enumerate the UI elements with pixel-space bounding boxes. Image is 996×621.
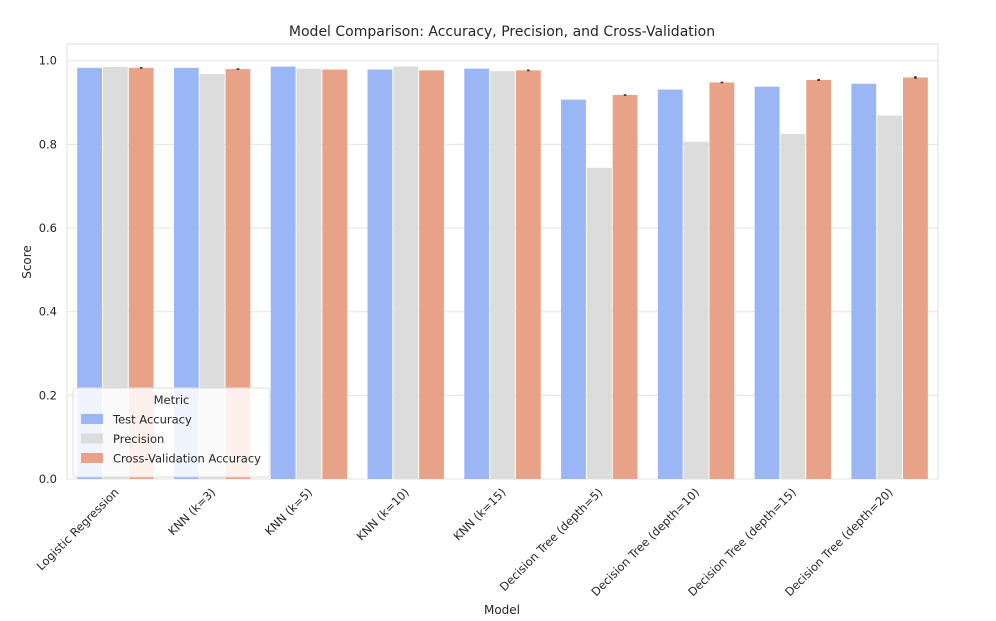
bar [877, 115, 903, 479]
bar [561, 99, 586, 479]
bar [754, 86, 780, 480]
x-axis-label: Model [484, 603, 520, 617]
y-axis-label: Score [20, 245, 34, 279]
x-tick-label: Decision Tree (depth=5) [497, 485, 606, 594]
bar [393, 66, 419, 479]
x-tick-label: Decision Tree (depth=15) [685, 485, 799, 599]
bar [490, 71, 515, 479]
bar [612, 95, 638, 480]
bar [806, 79, 832, 479]
x-tick-label: Logistic Regression [34, 485, 122, 573]
bar [903, 77, 928, 479]
x-tick-label: Decision Tree (depth=10) [588, 485, 702, 599]
bar [419, 70, 444, 480]
y-tick-label: 0.2 [39, 388, 57, 402]
bar [296, 68, 322, 479]
x-tick-labels: Logistic Regression KNN (k=3) KNN (k=5) KNN… [34, 485, 896, 599]
legend: Metric Test Accuracy Precision Cross-Valida… [72, 387, 271, 478]
legend-entry: Test Accuracy [112, 413, 192, 427]
bar [515, 70, 541, 480]
x-tick-label: KNN (k=5) [262, 485, 315, 538]
y-tick-label: 0.4 [39, 305, 57, 319]
bar [464, 68, 490, 479]
chart-title: Model Comparison: Accuracy, Precision, a… [289, 24, 715, 40]
bar [780, 133, 806, 479]
legend-swatch [81, 453, 103, 463]
legend-entry: Cross-Validation Accuracy [113, 452, 261, 466]
error-bars [139, 67, 917, 96]
legend-swatch [81, 433, 103, 444]
x-tick-label: KNN (k=3) [165, 485, 218, 538]
legend-entry: Precision [113, 432, 164, 446]
bar [367, 69, 393, 480]
bar [851, 83, 877, 479]
y-tick-label: 0.6 [39, 221, 57, 235]
y-tick-label: 1.0 [39, 54, 57, 68]
x-tick-label: Decision Tree (depth=20) [782, 485, 896, 599]
bar [657, 89, 683, 480]
bar [270, 66, 296, 479]
legend-box [72, 387, 271, 478]
y-tick-label: 0.8 [39, 137, 57, 151]
legend-swatch [81, 414, 103, 424]
bar [709, 82, 735, 479]
x-tick-label: KNN (k=15) [450, 485, 508, 543]
bar [586, 167, 612, 480]
y-tick-label: 0.0 [39, 472, 57, 486]
x-tick-label: KNN (k=10) [354, 485, 412, 543]
bar [322, 69, 348, 480]
y-tick-labels: 0.0 0.2 0.4 0.6 0.8 1.0 [39, 54, 57, 486]
legend-title: Metric [154, 393, 190, 407]
bar [683, 141, 709, 479]
